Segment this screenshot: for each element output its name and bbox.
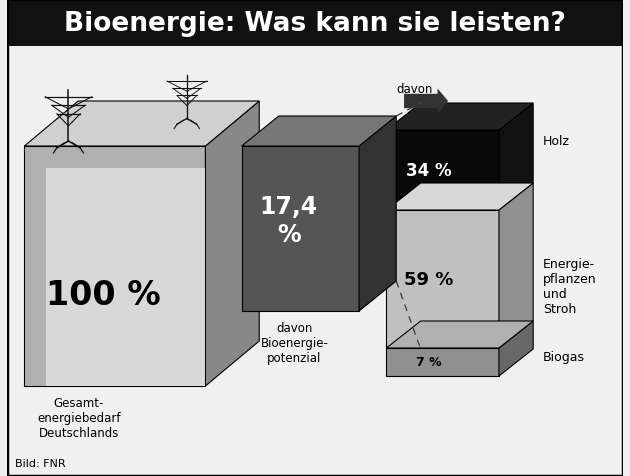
Polygon shape — [242, 147, 359, 311]
Polygon shape — [386, 210, 499, 348]
Text: 100 %: 100 % — [46, 279, 161, 312]
Polygon shape — [46, 169, 205, 386]
Polygon shape — [25, 147, 205, 386]
Text: Biogas: Biogas — [543, 351, 585, 364]
Text: davon: davon — [396, 83, 433, 96]
Text: Bioenergie: Was kann sie leisten?: Bioenergie: Was kann sie leisten? — [64, 11, 566, 37]
Polygon shape — [242, 117, 396, 147]
Bar — [7, 0, 623, 47]
Polygon shape — [386, 348, 499, 376]
Polygon shape — [499, 104, 533, 210]
Polygon shape — [359, 117, 396, 311]
Polygon shape — [404, 89, 448, 114]
Text: Gesamt-
energiebedarf
Deutschlands: Gesamt- energiebedarf Deutschlands — [37, 396, 120, 439]
Text: 7 %: 7 % — [416, 356, 442, 369]
Text: davon
Bioenergie-
potenzial: davon Bioenergie- potenzial — [261, 321, 328, 364]
Polygon shape — [386, 184, 533, 210]
Polygon shape — [386, 321, 533, 348]
Polygon shape — [499, 184, 533, 348]
Polygon shape — [499, 321, 533, 376]
Text: 59 %: 59 % — [404, 270, 454, 288]
Polygon shape — [25, 102, 259, 147]
Text: 17,4
%: 17,4 % — [260, 195, 318, 247]
Polygon shape — [386, 131, 499, 210]
Polygon shape — [386, 104, 533, 131]
Text: Bild: FNR: Bild: FNR — [14, 458, 66, 468]
Text: Energie-
pflanzen
und
Stroh: Energie- pflanzen und Stroh — [543, 258, 597, 315]
Polygon shape — [205, 102, 259, 386]
Text: Holz: Holz — [543, 135, 570, 148]
Text: 34 %: 34 % — [406, 162, 452, 179]
